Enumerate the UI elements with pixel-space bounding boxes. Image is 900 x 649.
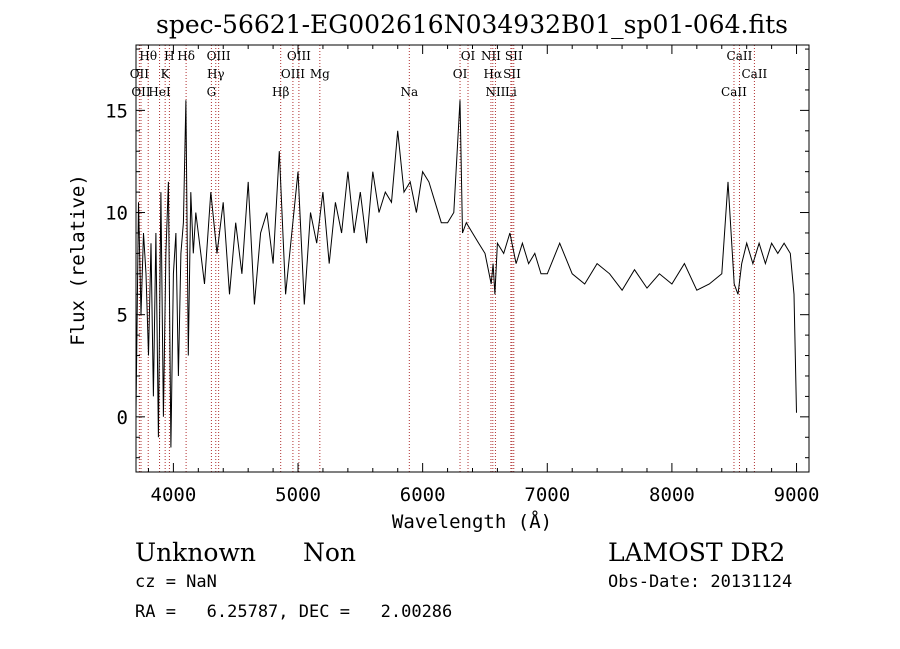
survey-name: LAMOST DR2 (608, 538, 786, 567)
spectral-line-label: OI (461, 49, 476, 63)
object-class: Unknown (135, 538, 256, 567)
redshift-cz: cz = NaN (135, 572, 217, 592)
spectral-line-label: Hα (484, 67, 503, 81)
chart-title: spec-56621-EG002616N034932B01_sp01-064.f… (156, 10, 788, 39)
spectral-line-label: Hδ (177, 49, 195, 63)
y-axis-ticks: 0 5 10 15 (105, 48, 809, 459)
spectral-line-label: OII (130, 67, 150, 81)
spectral-line-label: CaII (741, 67, 767, 81)
x-tick-label: 5000 (275, 484, 321, 506)
x-axis-label: Wavelength (Å) (392, 510, 552, 533)
y-axis-label: Flux (relative) (67, 174, 89, 346)
plot-frame (135, 44, 810, 473)
y-tick-label: 15 (105, 100, 128, 122)
y-tick-label: 0 (117, 407, 128, 429)
spectral-line-label: SII (505, 49, 523, 63)
spectral-line-markers (138, 45, 755, 472)
x-tick-label: 9000 (774, 484, 820, 506)
spectral-line-label: HeI (148, 85, 171, 99)
spectral-line-label: G (207, 85, 217, 99)
spectral-line-label: CaII (727, 49, 753, 63)
spectral-line-label: OIII (287, 49, 311, 63)
spectral-line-label: NII (485, 85, 505, 99)
y-tick-label: 5 (117, 305, 128, 327)
y-tick-label: 10 (105, 203, 128, 225)
x-tick-label: 4000 (151, 484, 197, 506)
x-tick-label: 6000 (400, 484, 446, 506)
spectral-line-label: OI (453, 67, 468, 81)
observation-date: Obs-Date: 20131124 (608, 572, 793, 592)
spectral-line-label: NII (481, 49, 501, 63)
x-axis-ticks: 4000 5000 6000 7000 8000 9000 (147, 45, 820, 506)
x-tick-label: 7000 (524, 484, 570, 506)
spectrum-series (135, 100, 797, 448)
spectral-line-label: Li (505, 85, 517, 99)
spectral-line-label: Mg (310, 67, 330, 81)
spectral-line-label: Hβ (272, 85, 289, 99)
spectral-line-label: CaII (721, 85, 747, 99)
spectral-line-label: OIII (281, 67, 305, 81)
object-subclass: Non (303, 538, 357, 567)
ra-dec-coordinates: RA = 6.25787, DEC = 2.00286 (135, 602, 453, 622)
spectral-line-label: Hθ (139, 49, 157, 63)
spectral-line-label: Hγ (207, 67, 225, 81)
spectral-line-label: Na (400, 85, 418, 99)
spectral-line-label: OIII (207, 49, 231, 63)
spectral-line-labels: HθOIIOIIHKHeIHδHγGOIIIOIIIHβOIIIMgNaOIOI… (130, 49, 768, 99)
spectral-line-label: H (164, 49, 174, 63)
spectral-line-label: SII (503, 67, 521, 81)
spectral-line-label: K (161, 67, 171, 81)
x-tick-label: 8000 (649, 484, 695, 506)
